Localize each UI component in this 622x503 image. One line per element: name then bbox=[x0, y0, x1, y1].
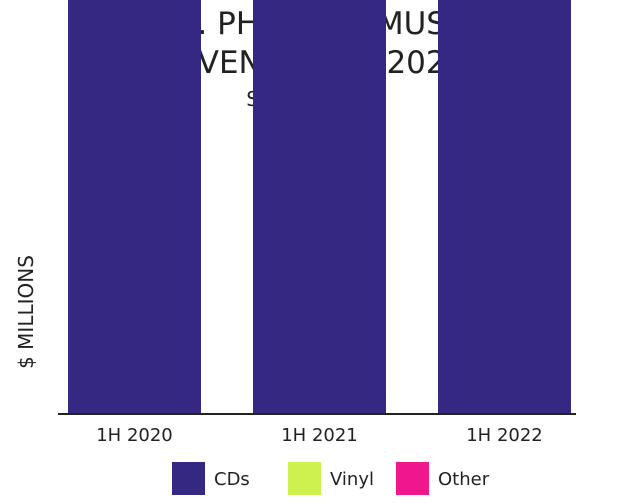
x-tick-label: 1H 2022 bbox=[466, 425, 543, 446]
y-axis-label: $ MILLIONS bbox=[14, 255, 38, 369]
legend-swatch-vinyl bbox=[288, 462, 321, 495]
bar-segment-cds bbox=[253, 0, 386, 415]
legend-label-cds: CDs bbox=[214, 469, 250, 490]
legend-swatch-cds bbox=[172, 462, 205, 495]
bar-segment-cds bbox=[438, 0, 571, 414]
legend-swatch-other bbox=[396, 462, 429, 495]
x-tick-label: 1H 2021 bbox=[281, 425, 358, 446]
legend-label-other: Other bbox=[438, 469, 490, 490]
legend-label-vinyl: Vinyl bbox=[330, 469, 374, 490]
bar-segment-cds bbox=[68, 0, 201, 414]
x-tick-label: 1H 2020 bbox=[96, 425, 173, 446]
